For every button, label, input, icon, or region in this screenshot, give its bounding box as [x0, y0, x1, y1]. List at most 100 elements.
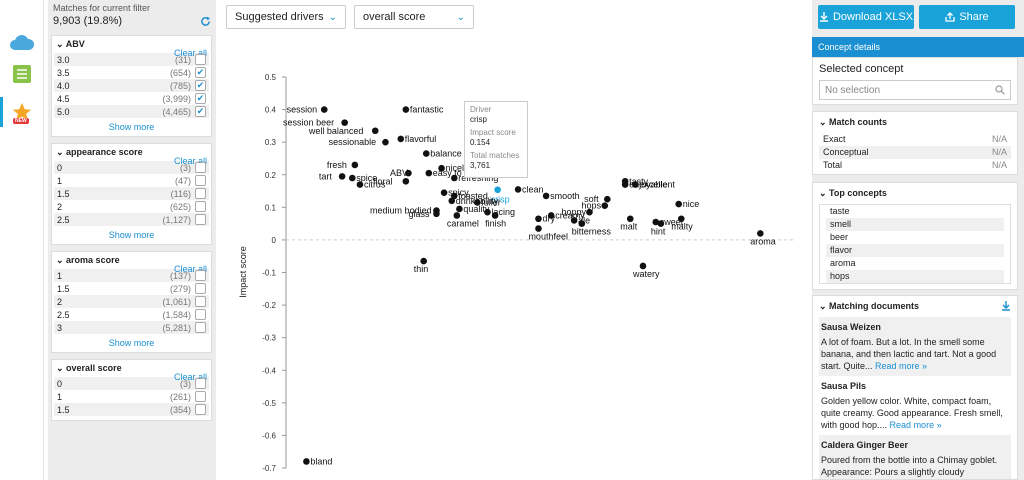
match-counts-title[interactable]: ⌄ Match counts [819, 117, 888, 127]
top-concept-item[interactable]: smell [826, 218, 1004, 231]
data-point[interactable] [402, 177, 410, 185]
top-concept-item[interactable]: aroma [830, 258, 856, 268]
show-more-link[interactable]: Show more [108, 230, 155, 240]
download-icon[interactable] [1001, 301, 1011, 311]
download-xlsx-button[interactable]: Download XLSX [818, 5, 914, 29]
table-icon[interactable] [8, 60, 36, 88]
filter-checkbox[interactable] [195, 391, 206, 402]
data-point[interactable] [451, 174, 458, 182]
top-concept-item[interactable]: hops [826, 270, 1004, 283]
filter-row[interactable]: 1.5 (116) [54, 187, 209, 200]
concept-search-input[interactable]: No selection [819, 80, 1011, 100]
filter-group-title[interactable]: ⌄ appearance score [56, 147, 143, 157]
read-more-link[interactable]: Read more » [875, 361, 928, 371]
top-concept-item[interactable]: beer [830, 232, 849, 242]
data-point[interactable] [604, 195, 611, 203]
filter-checkbox[interactable] [195, 54, 206, 65]
filter-checkbox[interactable] [195, 162, 206, 173]
data-point[interactable] [371, 127, 379, 135]
data-point[interactable] [639, 262, 647, 270]
show-more-link[interactable]: Show more [108, 338, 155, 348]
data-point[interactable] [757, 230, 764, 237]
data-point[interactable] [570, 217, 578, 224]
filter-row[interactable]: 3 (5,281) [54, 321, 209, 334]
filter-checkbox[interactable] [195, 175, 206, 186]
filter-row[interactable]: 2.5 (1,127) [54, 213, 209, 226]
data-point[interactable] [303, 458, 310, 465]
data-point[interactable] [484, 208, 491, 216]
filter-group-title[interactable]: ⌄ overall score [56, 363, 122, 373]
filter-checkbox[interactable]: ✔ [195, 106, 206, 117]
filter-checkbox[interactable] [195, 201, 206, 212]
filter-row[interactable]: 1 (137) [54, 269, 209, 282]
data-point[interactable] [356, 181, 364, 188]
data-point[interactable] [320, 106, 328, 113]
data-point[interactable] [451, 192, 458, 200]
data-point[interactable] [632, 181, 639, 188]
data-point[interactable] [341, 119, 348, 126]
top-concepts-title[interactable]: ⌄ Top concepts [819, 188, 887, 198]
share-button[interactable]: Share [919, 5, 1015, 29]
clear-all-link[interactable]: Clear all [174, 48, 207, 58]
data-point[interactable] [402, 106, 410, 113]
filter-checkbox[interactable] [195, 283, 206, 294]
data-point[interactable] [349, 174, 356, 182]
top-concept-item[interactable]: flavor [826, 244, 1004, 257]
filter-checkbox[interactable]: ✔ [195, 67, 206, 78]
data-point[interactable] [652, 218, 660, 226]
data-point[interactable] [586, 208, 593, 216]
filter-row[interactable]: 1 (261) [54, 390, 209, 403]
top-concept-item[interactable]: taste [830, 206, 850, 216]
filter-row[interactable]: 5.0 (4,465) ✔ [54, 105, 209, 118]
data-point[interactable] [514, 186, 522, 193]
filter-checkbox[interactable] [195, 188, 206, 199]
filter-row[interactable]: 2.5 (1,584) [54, 308, 209, 321]
filter-checkbox[interactable]: ✔ [195, 93, 206, 104]
data-point[interactable] [473, 199, 481, 206]
matching-documents-title[interactable]: ⌄ Matching documents [819, 301, 920, 311]
tab-concept-details[interactable]: Concept details [812, 37, 1024, 57]
data-point[interactable] [453, 212, 461, 219]
score-select[interactable]: overall score ⌄ [354, 5, 474, 29]
data-point[interactable] [420, 257, 427, 265]
filter-checkbox[interactable] [195, 322, 206, 333]
data-point[interactable] [351, 161, 359, 169]
filter-row[interactable]: 0 (3) [54, 161, 209, 174]
filter-checkbox[interactable] [195, 214, 206, 225]
clear-all-link[interactable]: Clear all [174, 372, 207, 382]
filter-checkbox[interactable] [195, 378, 206, 389]
data-point[interactable] [547, 212, 555, 219]
filter-row[interactable]: 2 (1,061) [54, 295, 209, 308]
data-point[interactable] [494, 186, 501, 194]
filter-checkbox[interactable]: ✔ [195, 80, 206, 91]
data-point[interactable] [456, 205, 463, 213]
data-point[interactable] [438, 164, 445, 172]
filter-row[interactable]: 3.0 (31) [54, 53, 209, 66]
filter-row[interactable]: 1.5 (279) [54, 282, 209, 295]
data-point[interactable] [535, 215, 542, 223]
data-point[interactable] [422, 150, 430, 157]
data-point[interactable] [338, 173, 346, 180]
filter-row[interactable]: 4.0 (785) ✔ [54, 79, 209, 92]
star-icon[interactable] [8, 98, 36, 126]
data-point[interactable] [382, 138, 389, 146]
show-more-link[interactable]: Show more [108, 122, 155, 132]
filter-row[interactable]: 3.5 (654) ✔ [54, 66, 209, 79]
cloud-icon[interactable] [8, 28, 36, 56]
filter-group-title[interactable]: ⌄ aroma score [56, 255, 120, 265]
filter-row[interactable]: 4.5 (3,999) ✔ [54, 92, 209, 105]
data-point[interactable] [626, 215, 634, 223]
data-point[interactable] [535, 225, 542, 232]
data-point[interactable] [433, 210, 440, 218]
filter-checkbox[interactable] [195, 270, 206, 281]
filter-checkbox[interactable] [195, 404, 206, 415]
driver-type-select[interactable]: Suggested drivers ⌄ [226, 5, 346, 29]
data-point[interactable] [405, 169, 412, 177]
refresh-icon[interactable] [200, 15, 211, 27]
filter-row[interactable]: 0 (3) [54, 377, 209, 390]
filter-group-title[interactable]: ⌄ ABV [56, 39, 85, 49]
data-point[interactable] [657, 220, 665, 227]
data-point[interactable] [601, 202, 609, 210]
clear-all-link[interactable]: Clear all [174, 156, 207, 166]
filter-row[interactable]: 1 (47) [54, 174, 209, 187]
